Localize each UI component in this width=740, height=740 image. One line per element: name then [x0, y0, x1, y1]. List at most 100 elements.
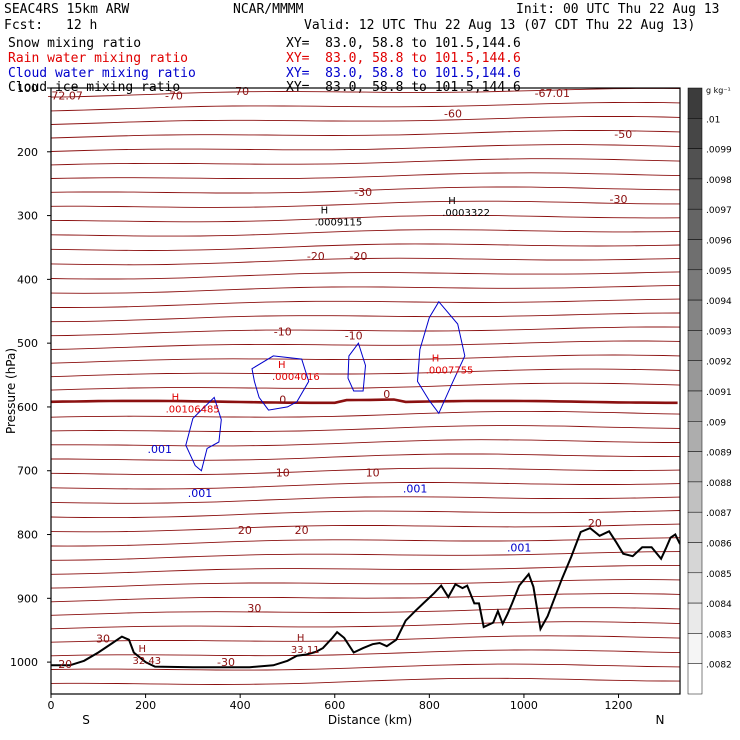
colorbar-unit: g kg⁻¹: [706, 86, 731, 95]
isotherm-line: [51, 116, 680, 125]
valid-time: Valid: 12 UTC Thu 22 Aug 13 (07 CDT Thu …: [304, 18, 696, 33]
isotherm-line: [51, 158, 680, 166]
legend-cloudwater-name: Cloud water mixing ratio: [8, 66, 196, 81]
isotherm-line: [51, 579, 680, 589]
cloud-water-label: .001: [403, 483, 428, 496]
zero-degree-line: [51, 398, 678, 405]
isotherm-line: [51, 340, 680, 350]
maximum-value: 33.11: [291, 645, 320, 656]
isotherm-line: [51, 649, 680, 657]
x-tick-label: 800: [419, 699, 440, 712]
isotherm-label: -30: [217, 656, 235, 669]
isotherm-line: [51, 354, 680, 364]
colorbar-label: .009: [706, 418, 726, 428]
isotherm-label: 10: [366, 467, 380, 480]
maximum-value: .00106485: [166, 404, 220, 415]
plot-frame: [50, 87, 681, 695]
colorbar-swatch: [687, 511, 703, 543]
maximum-mark: H: [138, 644, 146, 655]
colorbar-swatch: [687, 451, 703, 483]
colorbar-label: .0089: [706, 449, 732, 459]
y-tick-label: 800: [17, 529, 38, 542]
isotherm-line: [51, 537, 680, 547]
terrain-line: [51, 526, 680, 669]
cloud-water-contour: [347, 342, 367, 392]
isotherm-label: 0: [383, 388, 390, 401]
colorbar-swatch: [687, 118, 703, 149]
colorbar-label: .0099: [706, 146, 732, 156]
isotherm-label: 30: [96, 633, 110, 646]
colorbar-swatch: [687, 178, 703, 210]
colorbar-swatch: [687, 208, 703, 240]
isotherm-line: [51, 453, 680, 461]
colorbar-label: .0094: [706, 297, 732, 307]
isotherm-label: 30: [247, 602, 261, 615]
isotherm-line: [51, 551, 680, 561]
isotherm-line: [51, 410, 680, 418]
isotherm-label: -30: [354, 186, 372, 199]
x-tick-label: 400: [230, 699, 251, 712]
y-tick-label: 500: [17, 337, 38, 350]
y-tick-label: 1000: [10, 656, 38, 669]
legend-rain-xy: XY= 83.0, 58.8 to 101.5,144.6: [286, 51, 521, 66]
isotherm-line: [51, 621, 680, 630]
cloud-water-label: .001: [507, 541, 532, 554]
y-tick-label: 100: [17, 82, 38, 95]
isotherm-line: [51, 425, 680, 432]
x-tick-label: 1000: [510, 699, 538, 712]
isotherm-line: [51, 214, 680, 223]
isotherm-line: [51, 565, 680, 575]
forecast-label: Fcst:: [4, 18, 44, 33]
y-tick-label: 700: [17, 465, 38, 478]
cloud-water-contours: [185, 300, 466, 472]
isotherm-line: [51, 593, 680, 603]
y-axis-label: Pressure (hPa): [4, 348, 18, 434]
isotherm-line: [51, 467, 680, 476]
colorbar-swatch: [687, 542, 703, 574]
isotherm-label: 20: [238, 524, 252, 537]
cloud-water-contour: [185, 396, 222, 472]
colorbar: .01 .0099 .0098 .0097 .0096 .0095 .0094 .0093 .0…: [687, 86, 732, 695]
isotherm-line: [51, 130, 680, 139]
y-tick-label: 200: [17, 146, 38, 159]
colorbar-swatch: [687, 239, 703, 271]
y-tick-label: 900: [17, 592, 38, 605]
isotherm-label: -67.01: [535, 87, 570, 100]
isotherm-line: [51, 172, 680, 180]
isotherm-line: [51, 284, 680, 294]
isotherm-lines: [51, 88, 680, 685]
forecast-hour: 12 h: [66, 18, 98, 33]
maximum-mark: H: [432, 354, 440, 365]
isotherm-line: [51, 326, 680, 337]
colorbar-swatch: [687, 148, 703, 180]
y-tick-label: 600: [17, 401, 38, 414]
isotherm-line: [51, 663, 680, 671]
isotherm-line: [51, 607, 680, 616]
maximum-value: .0007755: [426, 366, 474, 377]
isotherm-label: -70: [231, 85, 249, 98]
isotherm-label: -60: [444, 108, 462, 121]
isotherm-line: [51, 88, 680, 98]
org-label: NCAR/MMMM: [233, 2, 304, 17]
maxima-labels: H.0009115H.0003322H.00106485H.0004016H.0…: [132, 196, 489, 667]
colorbar-label: .0095: [706, 267, 732, 277]
isotherm-label: 10: [276, 467, 290, 480]
colorbar-swatch: [687, 390, 703, 422]
cloud-water-label: .001: [148, 443, 173, 456]
colorbar-label: .0097: [706, 206, 732, 216]
maximum-mark: H: [172, 392, 180, 403]
south-label: S: [82, 713, 90, 727]
isotherm-line: [51, 298, 680, 308]
colorbar-swatch: [687, 481, 703, 513]
isotherm-label: -30: [610, 193, 628, 206]
isotherm-line: [51, 677, 680, 685]
y-tick-label: 400: [17, 273, 38, 286]
cloud-water-label: .001: [188, 487, 213, 500]
isotherm-line: [51, 496, 680, 504]
north-label: N: [656, 713, 665, 727]
x-tick-label: 0: [48, 699, 55, 712]
legend-cloudwater-xy: XY= 83.0, 58.8 to 101.5,144.6: [286, 66, 521, 81]
colorbar-swatch: [687, 633, 703, 664]
